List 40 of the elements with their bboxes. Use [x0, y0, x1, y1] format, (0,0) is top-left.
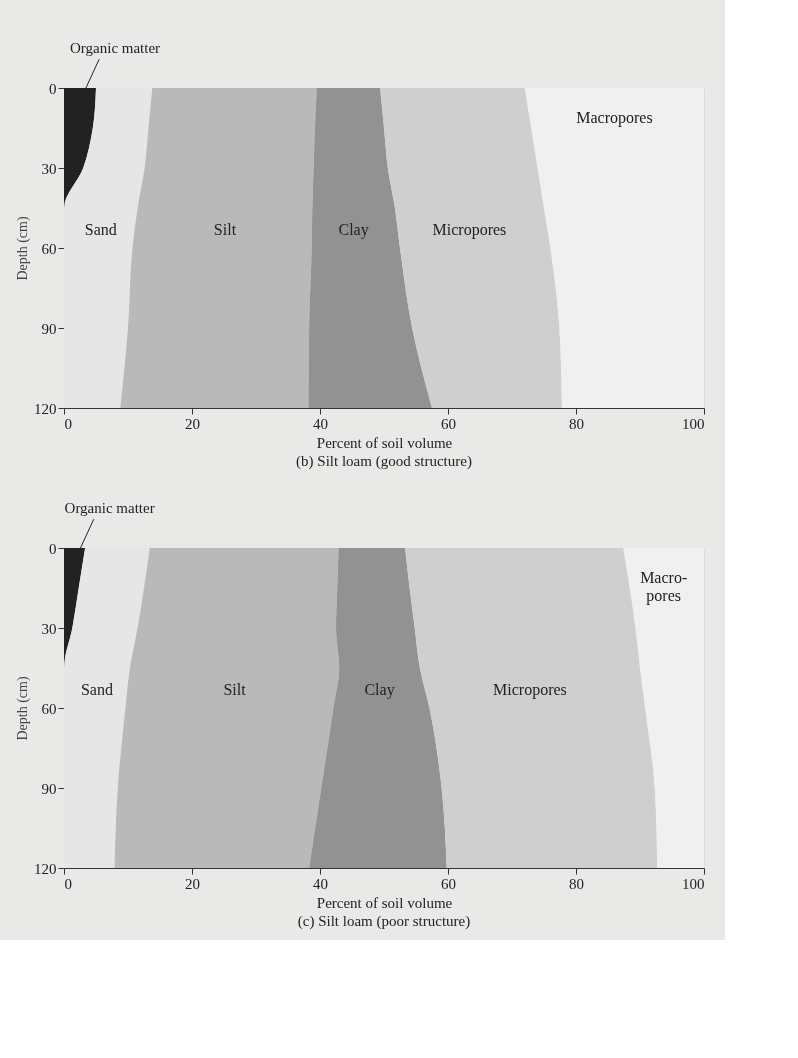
- y-tick-label: 90: [41, 320, 57, 337]
- x-axis-title: Percent of soil volume: [316, 894, 453, 911]
- y-axis-title: Depth (cm): [15, 676, 31, 741]
- x-tick-label: 40: [313, 415, 328, 432]
- x-tick-label: 80: [569, 415, 584, 432]
- text: Organic matter: [70, 40, 161, 56]
- y-tick-label: 30: [41, 620, 57, 637]
- y-tick-label: 120: [34, 860, 57, 877]
- y-tick-label: 120: [34, 400, 57, 417]
- y-tick-label: 30: [41, 160, 57, 177]
- x-tick-label: 20: [185, 875, 200, 892]
- series-label: Macropores: [576, 109, 653, 128]
- x-tick-label: 60: [441, 875, 456, 892]
- text: (b) Silt loam (good structure): [296, 453, 472, 470]
- x-tick-label: 0: [64, 875, 72, 892]
- series-label: Clay: [364, 681, 395, 700]
- y-tick-label: 90: [41, 780, 57, 797]
- y-tick-label: 0: [49, 540, 57, 557]
- y-tick-label: 60: [41, 240, 57, 257]
- text: (c) Silt loam (poor structure): [297, 913, 471, 930]
- series-label: Micropores: [493, 681, 567, 700]
- x-tick-label: 60: [441, 415, 456, 432]
- y-axis-title: Depth (cm): [15, 216, 31, 281]
- y-tick-label: 0: [49, 80, 57, 97]
- text: Organic matter: [64, 500, 155, 516]
- x-tick-label: 40: [313, 875, 328, 892]
- x-tick-label: 20: [185, 415, 200, 432]
- series-label: Micropores: [432, 221, 507, 240]
- y-tick-label: 60: [41, 700, 57, 717]
- series-label: Clay: [338, 221, 369, 240]
- x-tick-label: 0: [64, 415, 72, 432]
- series-label: Sand: [84, 221, 117, 239]
- series-label: Macro- pores: [640, 569, 688, 606]
- x-tick-label: 100: [682, 875, 705, 892]
- series-label: Silt: [223, 681, 247, 699]
- x-axis-title: Percent of soil volume: [316, 434, 453, 451]
- x-tick-label: 80: [569, 875, 584, 892]
- x-tick-label: 100: [682, 415, 705, 432]
- series-label: Sand: [80, 681, 113, 699]
- series-label: Silt: [213, 221, 237, 239]
